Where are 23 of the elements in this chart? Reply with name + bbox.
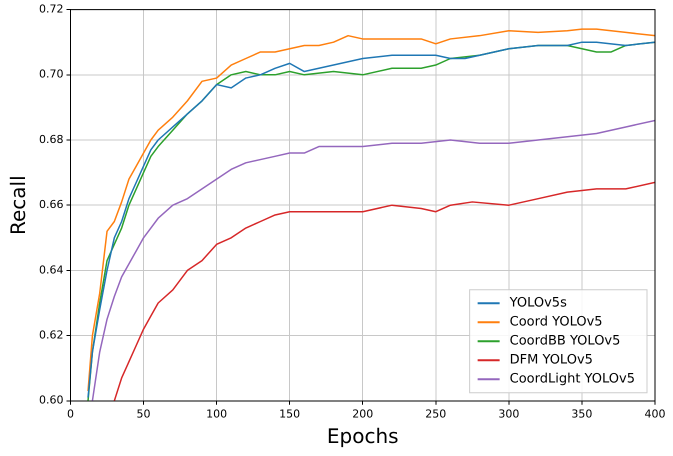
x-tick-label: 100 xyxy=(206,407,228,420)
x-tick-label: 50 xyxy=(136,407,151,420)
y-tick-label: 0.70 xyxy=(38,68,64,81)
x-tick-label: 300 xyxy=(498,407,520,420)
x-tick-label: 250 xyxy=(425,407,446,420)
x-tick-label: 150 xyxy=(279,407,300,420)
y-tick-label: 0.62 xyxy=(38,328,64,342)
x-tick-label: 350 xyxy=(571,407,592,420)
y-tick-label: 0.72 xyxy=(38,2,64,16)
legend-label: CoordBB YOLOv5 xyxy=(510,334,620,349)
legend-label: Coord YOLOv5 xyxy=(510,314,603,330)
x-tick-label: 0 xyxy=(66,407,74,420)
x-tick-label: 200 xyxy=(352,407,374,420)
legend-label: DFM YOLOv5 xyxy=(510,352,593,368)
legend-label: CoordLight YOLOv5 xyxy=(510,372,636,387)
y-tick-label: 0.66 xyxy=(38,198,64,212)
x-axis-title: Epochs xyxy=(326,424,399,448)
y-tick-label: 0.60 xyxy=(38,394,64,407)
y-tick-label: 0.64 xyxy=(38,263,64,276)
y-tick-label: 0.68 xyxy=(38,132,64,146)
legend-label: YOLOv5s xyxy=(508,296,568,311)
x-tick-label: 400 xyxy=(644,407,666,420)
y-axis-title: Recall xyxy=(6,175,30,236)
